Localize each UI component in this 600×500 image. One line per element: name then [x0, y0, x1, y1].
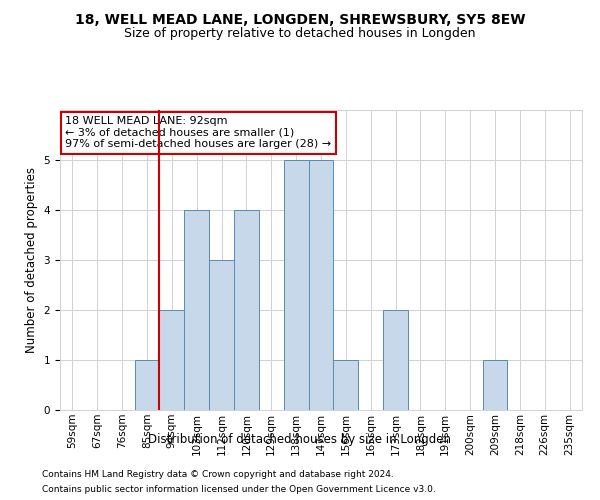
- Bar: [334, 360, 358, 410]
- Bar: [308, 160, 334, 410]
- Bar: [184, 210, 209, 410]
- Bar: [383, 310, 408, 410]
- Text: Contains HM Land Registry data © Crown copyright and database right 2024.: Contains HM Land Registry data © Crown c…: [42, 470, 394, 479]
- Bar: [160, 310, 184, 410]
- Text: Size of property relative to detached houses in Longden: Size of property relative to detached ho…: [124, 28, 476, 40]
- Bar: [209, 260, 234, 410]
- Text: 18 WELL MEAD LANE: 92sqm
← 3% of detached houses are smaller (1)
97% of semi-det: 18 WELL MEAD LANE: 92sqm ← 3% of detache…: [65, 116, 331, 149]
- Bar: [234, 210, 259, 410]
- Text: Contains public sector information licensed under the Open Government Licence v3: Contains public sector information licen…: [42, 485, 436, 494]
- Bar: [134, 360, 160, 410]
- Text: 18, WELL MEAD LANE, LONGDEN, SHREWSBURY, SY5 8EW: 18, WELL MEAD LANE, LONGDEN, SHREWSBURY,…: [75, 12, 525, 26]
- Bar: [482, 360, 508, 410]
- Bar: [284, 160, 308, 410]
- Y-axis label: Number of detached properties: Number of detached properties: [25, 167, 38, 353]
- Text: Distribution of detached houses by size in Longden: Distribution of detached houses by size …: [149, 432, 452, 446]
